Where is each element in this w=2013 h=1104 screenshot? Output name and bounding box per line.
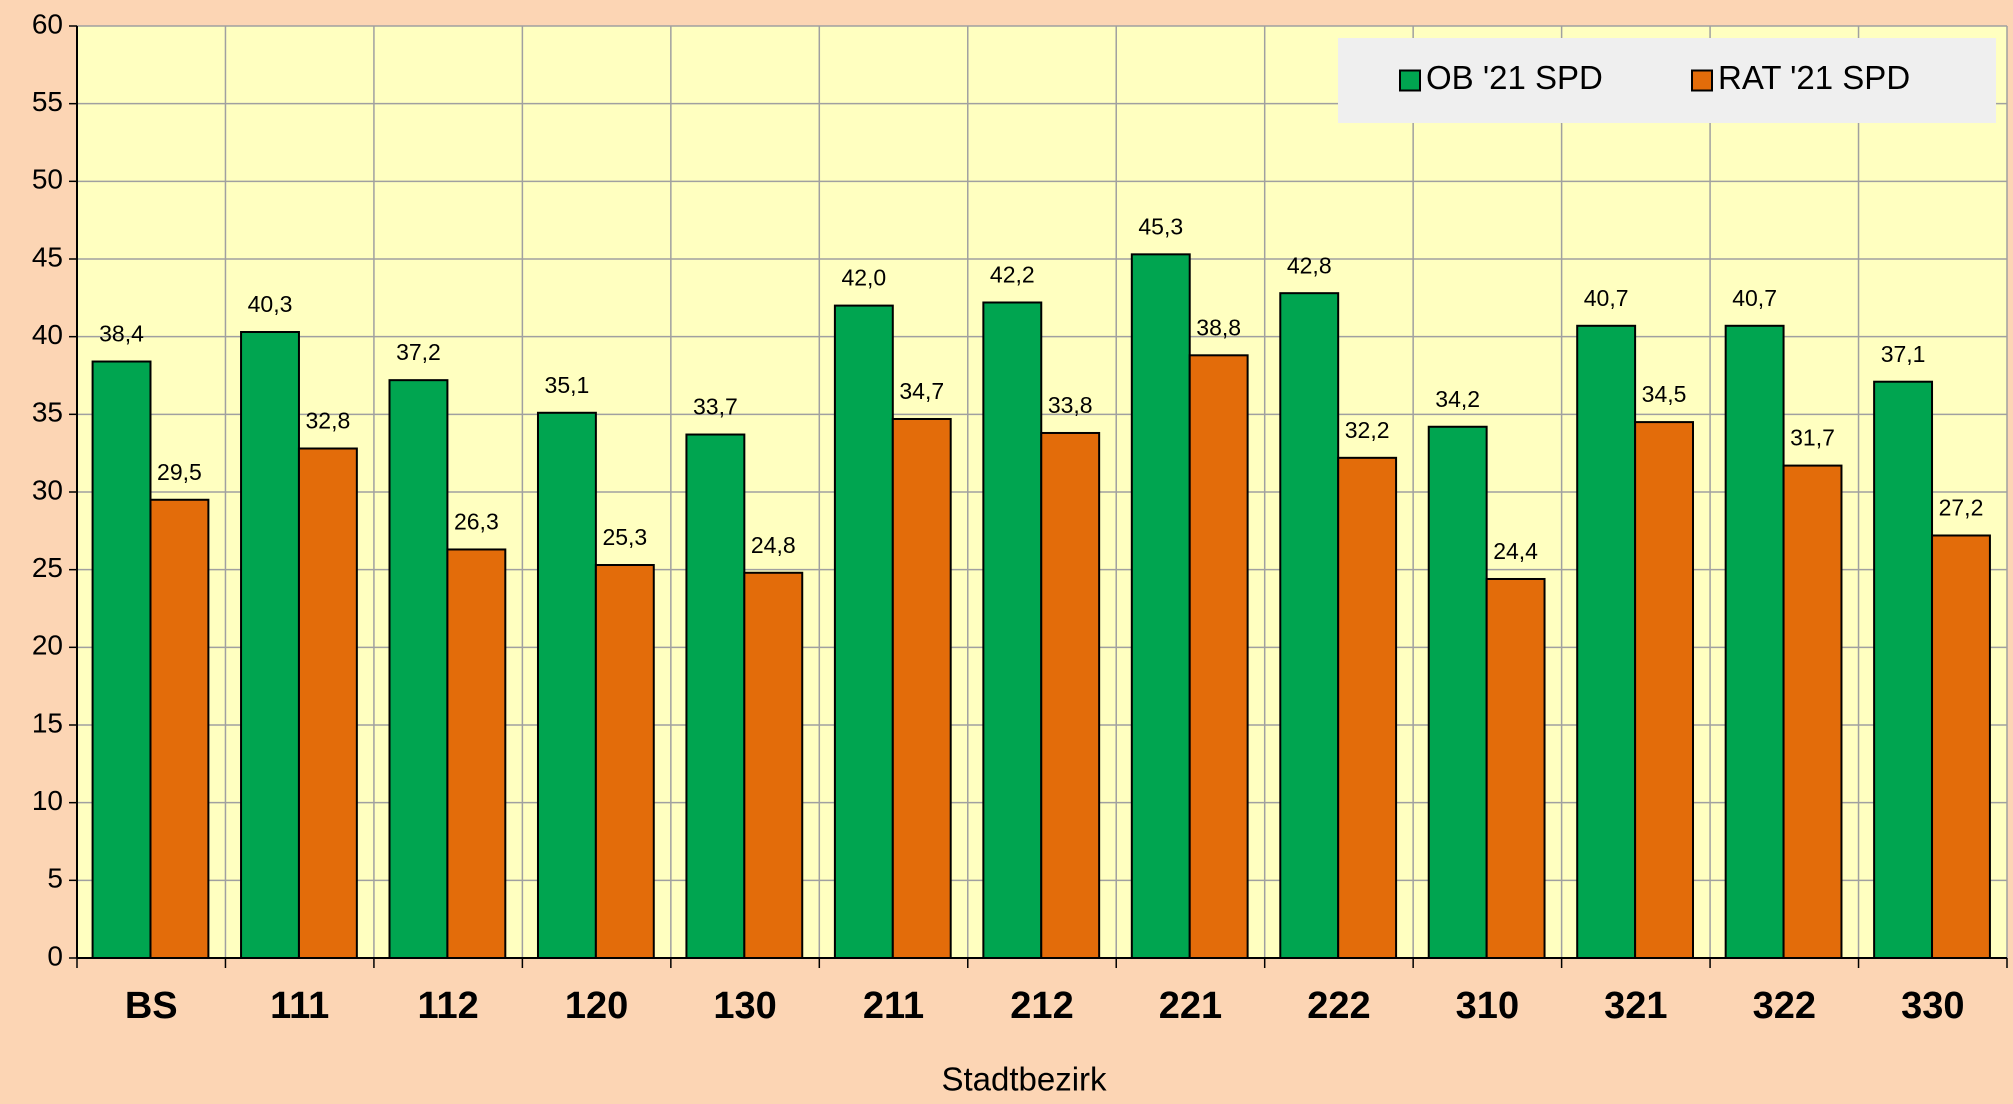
data-label: 34,2: [1435, 386, 1480, 412]
bar: [891, 417, 952, 959]
bar: [1188, 354, 1249, 960]
data-label: 24,8: [751, 532, 796, 558]
bar: [149, 498, 210, 959]
bar: [594, 564, 655, 959]
data-label: 34,7: [899, 378, 944, 404]
x-tick-label: 120: [565, 985, 628, 1027]
data-label: 37,1: [1881, 341, 1926, 367]
x-tick-label: 130: [713, 985, 776, 1027]
legend-box: [1338, 38, 1996, 123]
bar: [1130, 253, 1191, 959]
data-label: 33,8: [1048, 392, 1093, 418]
data-label: 34,5: [1642, 381, 1687, 407]
x-tick-label: 310: [1456, 985, 1519, 1027]
y-tick-label: 25: [32, 552, 63, 583]
legend-swatch: [1399, 69, 1421, 92]
bar: [1337, 456, 1398, 959]
data-label: 31,7: [1790, 425, 1835, 451]
data-label: 33,7: [693, 394, 738, 420]
y-tick-label: 10: [32, 785, 63, 816]
data-label: 42,8: [1287, 252, 1332, 278]
bar: [91, 360, 152, 959]
x-tick-label: 322: [1753, 985, 1816, 1027]
x-tick-label: 222: [1307, 985, 1370, 1027]
bar: [1873, 380, 1934, 960]
y-tick-label: 55: [32, 86, 63, 117]
bar: [1782, 464, 1843, 959]
y-tick-label: 50: [32, 164, 63, 195]
bar: [1576, 324, 1637, 959]
data-label: 40,7: [1732, 285, 1777, 311]
data-label: 29,5: [157, 459, 202, 485]
bar: [446, 548, 507, 959]
data-label: 38,8: [1196, 314, 1241, 340]
data-label: 24,4: [1493, 538, 1538, 564]
bar: [685, 433, 746, 959]
data-label: 40,3: [248, 291, 293, 317]
x-axis-label: Stadtbezirk: [941, 1061, 1107, 1098]
x-tick-label: 330: [1901, 985, 1964, 1027]
bar: [1485, 577, 1546, 960]
x-tick-label: 112: [417, 985, 478, 1027]
data-label: 27,2: [1939, 495, 1984, 521]
bar: [743, 571, 804, 959]
data-label: 40,7: [1584, 285, 1629, 311]
data-label: 37,2: [396, 339, 441, 365]
bar: [1724, 324, 1785, 959]
x-tick-label: 321: [1604, 985, 1667, 1027]
bar: [1634, 421, 1695, 960]
bar: [1931, 534, 1991, 959]
y-tick-label: 60: [32, 8, 63, 39]
data-label: 35,1: [545, 372, 590, 398]
data-label: 42,2: [990, 262, 1035, 288]
data-label: 32,2: [1345, 417, 1390, 443]
data-label: 42,0: [841, 265, 886, 291]
y-tick-label: 40: [32, 319, 63, 350]
data-label: 32,8: [306, 408, 351, 434]
legend-label: RAT '21 SPD: [1718, 59, 1910, 96]
x-tick-label: 212: [1010, 985, 1073, 1027]
y-tick-label: 45: [32, 241, 63, 272]
x-tick-label: 221: [1159, 985, 1222, 1027]
y-tick-label: 35: [32, 397, 63, 428]
y-tick-label: 15: [32, 707, 63, 738]
bar: [1427, 425, 1488, 959]
bar: [982, 301, 1043, 959]
data-label: 45,3: [1138, 213, 1183, 239]
bar: [1040, 431, 1101, 959]
y-tick-label: 20: [32, 630, 63, 661]
x-tick-label: 111: [270, 985, 329, 1027]
y-tick-label: 0: [47, 940, 63, 971]
bar: [240, 331, 300, 959]
bar: [1279, 292, 1340, 959]
data-label: 25,3: [602, 524, 647, 550]
bar: [388, 379, 449, 960]
legend-swatch: [1691, 69, 1713, 92]
legend-label: OB '21 SPD: [1426, 59, 1603, 96]
data-label: 26,3: [454, 509, 499, 535]
y-tick-label: 30: [32, 474, 63, 505]
bar: [536, 411, 597, 959]
data-label: 38,4: [99, 321, 144, 347]
bar: [833, 304, 894, 960]
x-tick-label: BS: [125, 985, 178, 1027]
bar: [297, 447, 358, 959]
x-tick-label: 211: [863, 985, 924, 1027]
y-tick-label: 5: [47, 863, 63, 894]
